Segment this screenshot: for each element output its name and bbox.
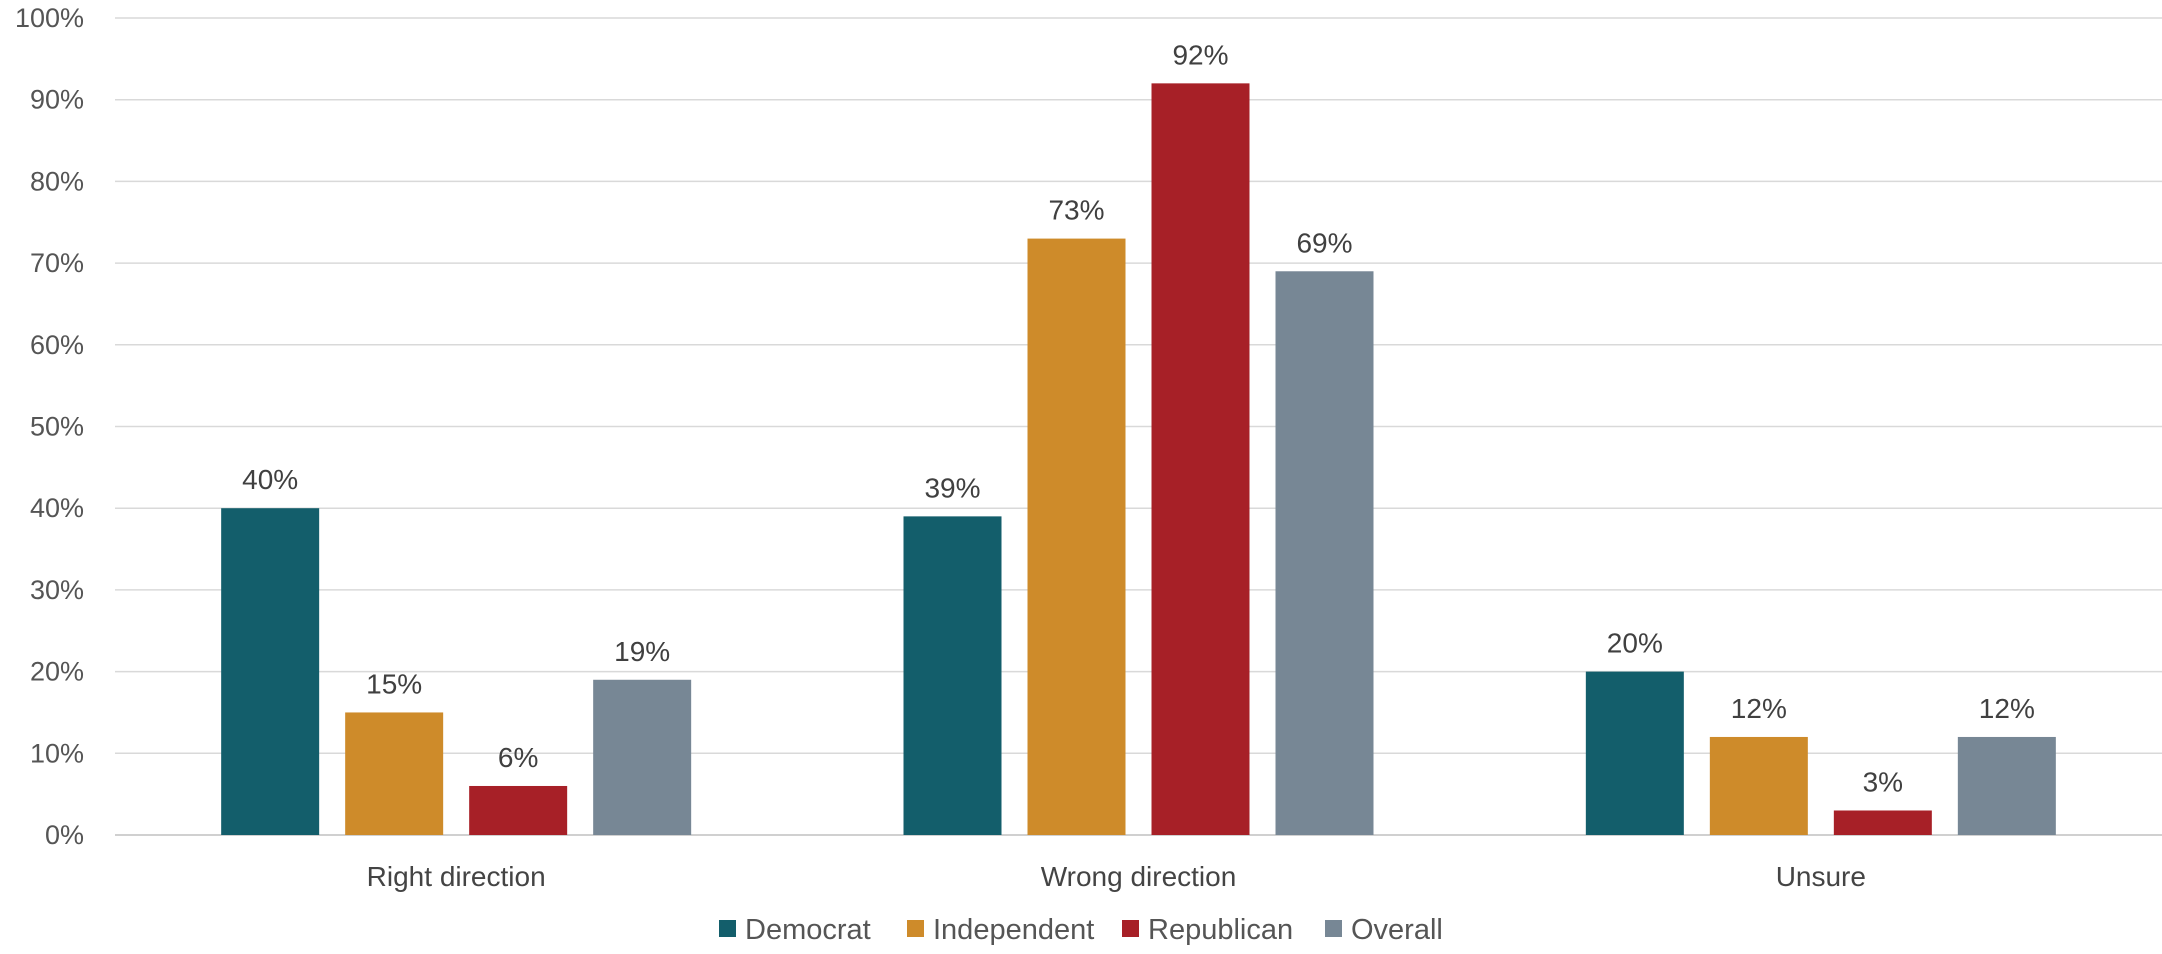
- data-label: 20%: [1607, 628, 1663, 659]
- legend-label-republican: Republican: [1148, 914, 1293, 946]
- legend-label-overall: Overall: [1351, 914, 1443, 946]
- data-label: 6%: [498, 742, 538, 773]
- y-tick-label: 50%: [30, 412, 84, 442]
- data-labels: 40% 15% 6% 19% 39% 73% 92% 69% 20% 12% 3% 12%: [242, 39, 2035, 797]
- data-label: 92%: [1172, 39, 1228, 70]
- bar-overall-1: [593, 679, 692, 835]
- category-label: Right direction: [367, 861, 546, 892]
- bar-independent-3: [1709, 736, 1808, 835]
- legend-swatch-democrat: [719, 920, 736, 937]
- legend-swatch-independent: [907, 920, 924, 937]
- bar-republican-2: [1151, 83, 1250, 836]
- y-tick-label: 60%: [30, 330, 84, 360]
- data-label: 12%: [1979, 693, 2035, 724]
- bar-overall-3: [1957, 736, 2056, 835]
- bars: [221, 83, 2056, 836]
- legend-label-independent: Independent: [933, 914, 1094, 946]
- bar-republican-1: [469, 785, 568, 835]
- x-axis: Right direction Wrong direction Unsure: [367, 861, 1866, 892]
- legend-label-democrat: Democrat: [745, 914, 871, 946]
- y-tick-label: 100%: [15, 3, 84, 33]
- data-label: 39%: [924, 472, 980, 503]
- y-tick-label: 90%: [30, 85, 84, 115]
- bar-independent-2: [1027, 238, 1126, 836]
- y-tick-label: 80%: [30, 166, 84, 196]
- bar-democrat-2: [903, 516, 1002, 835]
- y-tick-label: 0%: [45, 820, 84, 850]
- bar-democrat-3: [1585, 671, 1684, 835]
- data-label: 19%: [614, 636, 670, 667]
- data-label: 3%: [1863, 766, 1903, 797]
- bar-democrat-1: [221, 508, 320, 835]
- y-tick-label: 10%: [30, 738, 84, 768]
- data-label: 12%: [1731, 693, 1787, 724]
- legend-swatch-overall: [1325, 920, 1342, 937]
- data-label: 40%: [242, 464, 298, 495]
- y-tick-label: 30%: [30, 575, 84, 605]
- data-label: 15%: [366, 668, 422, 699]
- category-label: Unsure: [1776, 861, 1866, 892]
- legend: Democrat Independent Republican Overall: [719, 914, 1443, 946]
- y-tick-label: 40%: [30, 493, 84, 523]
- y-tick-label: 20%: [30, 657, 84, 687]
- data-label: 73%: [1048, 195, 1104, 226]
- legend-swatch-republican: [1122, 920, 1139, 937]
- y-axis: 0% 10% 20% 30% 40% 50% 60% 70% 80% 90% 100%: [15, 3, 84, 850]
- category-label: Wrong direction: [1041, 861, 1237, 892]
- y-tick-label: 70%: [30, 248, 84, 278]
- bar-overall-2: [1275, 271, 1374, 835]
- data-label: 69%: [1296, 227, 1352, 258]
- bar-republican-3: [1833, 810, 1932, 835]
- bar-independent-1: [345, 712, 444, 835]
- gridlines: [115, 17, 2162, 836]
